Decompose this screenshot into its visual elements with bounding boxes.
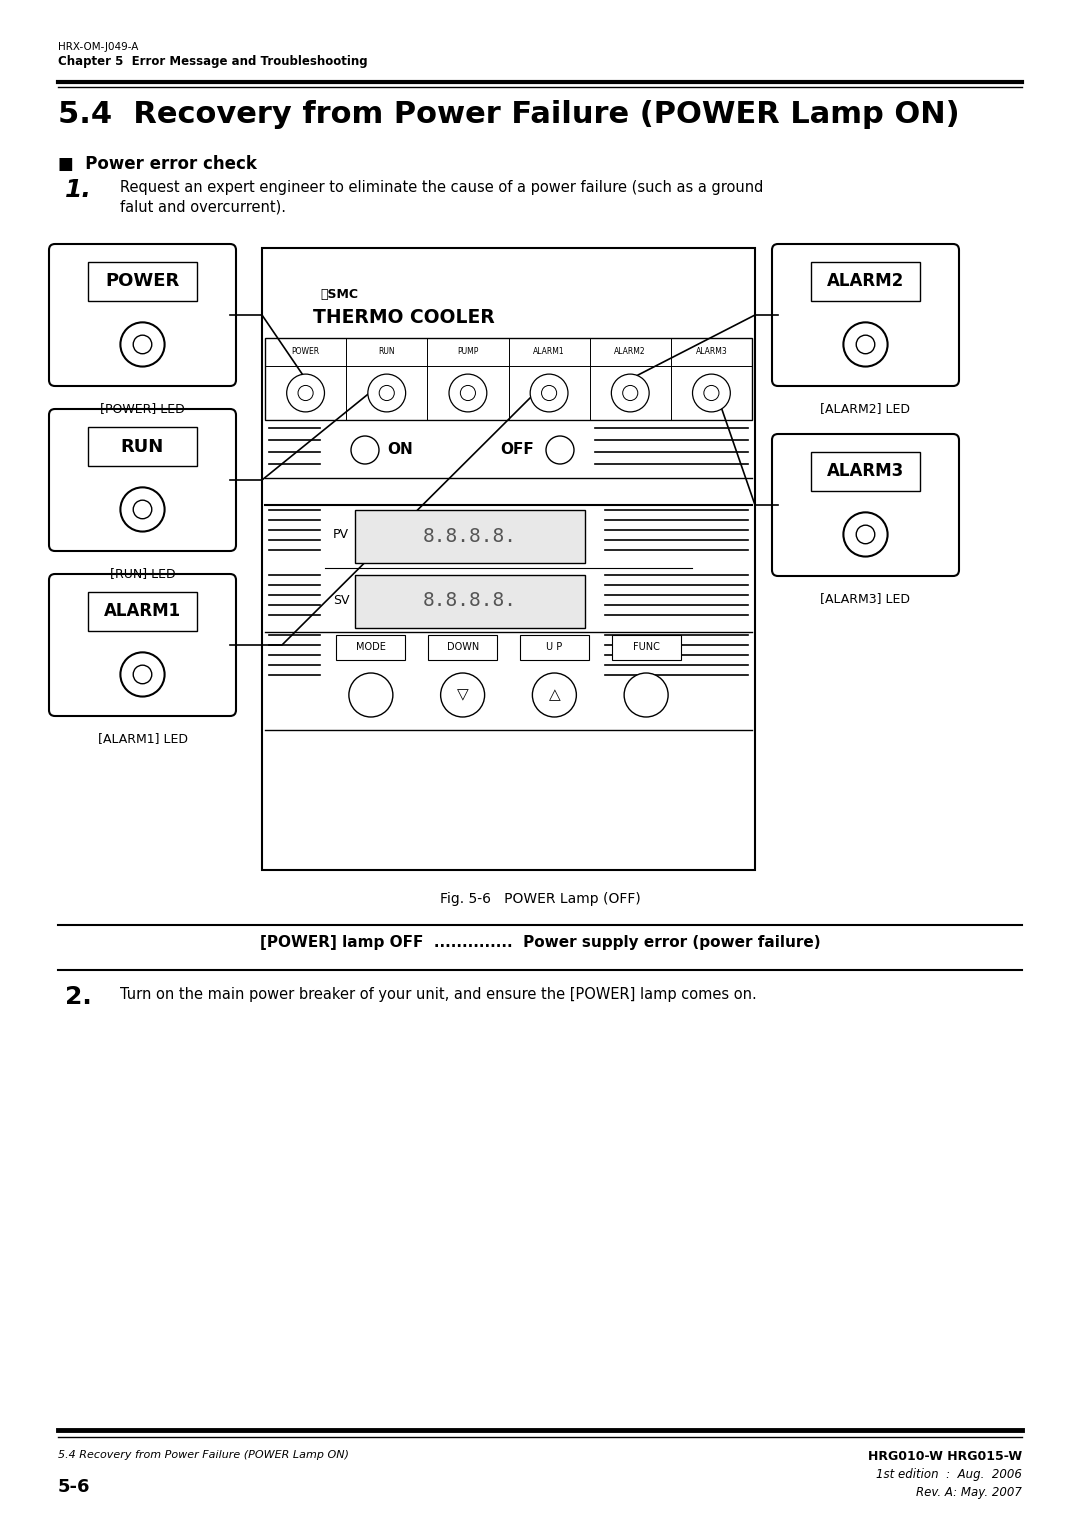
- Circle shape: [532, 673, 577, 718]
- Text: OFF: OFF: [500, 443, 534, 458]
- Circle shape: [298, 385, 313, 400]
- Text: HRX-OM-J049-A: HRX-OM-J049-A: [58, 43, 138, 52]
- Text: PV: PV: [333, 528, 349, 542]
- Circle shape: [379, 385, 394, 400]
- FancyBboxPatch shape: [265, 337, 752, 420]
- Circle shape: [623, 385, 638, 400]
- Circle shape: [692, 374, 730, 412]
- FancyBboxPatch shape: [811, 452, 920, 492]
- FancyBboxPatch shape: [49, 244, 237, 386]
- Circle shape: [704, 385, 719, 400]
- FancyBboxPatch shape: [355, 510, 585, 563]
- Text: [ALARM2] LED: [ALARM2] LED: [821, 402, 910, 415]
- Text: U P: U P: [546, 643, 563, 652]
- Circle shape: [546, 437, 573, 464]
- Circle shape: [120, 322, 164, 366]
- Text: [POWER] lamp OFF  ..............  Power supply error (power failure): [POWER] lamp OFF .............. Power su…: [259, 935, 821, 950]
- Text: 8.8.8.8.: 8.8.8.8.: [423, 527, 517, 545]
- Circle shape: [286, 374, 324, 412]
- FancyBboxPatch shape: [49, 574, 237, 716]
- FancyBboxPatch shape: [611, 635, 680, 660]
- Circle shape: [856, 525, 875, 544]
- FancyBboxPatch shape: [772, 434, 959, 576]
- Text: falut and overcurrent).: falut and overcurrent).: [120, 200, 286, 215]
- Text: ALARM3: ALARM3: [696, 348, 727, 356]
- Text: Turn on the main power breaker of your unit, and ensure the [POWER] lamp comes o: Turn on the main power breaker of your u…: [120, 986, 757, 1002]
- Text: ■  Power error check: ■ Power error check: [58, 156, 257, 173]
- Text: ALARM1: ALARM1: [534, 348, 565, 356]
- Text: ALARM2: ALARM2: [615, 348, 646, 356]
- Text: POWER: POWER: [292, 348, 320, 356]
- Text: [RUN] LED: [RUN] LED: [110, 567, 175, 580]
- Circle shape: [460, 385, 475, 400]
- FancyBboxPatch shape: [428, 635, 497, 660]
- Text: 2.: 2.: [65, 985, 92, 1009]
- Circle shape: [133, 666, 152, 684]
- Text: Chapter 5  Error Message and Troubleshooting: Chapter 5 Error Message and Troubleshoot…: [58, 55, 367, 69]
- FancyBboxPatch shape: [811, 263, 920, 301]
- FancyBboxPatch shape: [772, 244, 959, 386]
- FancyBboxPatch shape: [355, 576, 585, 628]
- Circle shape: [120, 652, 164, 696]
- Text: △: △: [549, 687, 561, 702]
- Text: FUNC: FUNC: [633, 643, 660, 652]
- Circle shape: [843, 513, 888, 556]
- Text: 8.8.8.8.: 8.8.8.8.: [423, 591, 517, 611]
- Text: MODE: MODE: [356, 643, 386, 652]
- Text: RUN: RUN: [378, 348, 395, 356]
- Text: PUMP: PUMP: [457, 348, 478, 356]
- Text: ON: ON: [387, 443, 413, 458]
- Text: 5.4  Recovery from Power Failure (POWER Lamp ON): 5.4 Recovery from Power Failure (POWER L…: [58, 99, 960, 128]
- FancyBboxPatch shape: [89, 428, 197, 466]
- Circle shape: [368, 374, 406, 412]
- Circle shape: [133, 501, 152, 519]
- FancyBboxPatch shape: [337, 635, 405, 660]
- Text: RUN: RUN: [121, 438, 164, 455]
- Circle shape: [856, 334, 875, 354]
- Circle shape: [541, 385, 556, 400]
- Circle shape: [843, 322, 888, 366]
- Text: DOWN: DOWN: [446, 643, 478, 652]
- FancyBboxPatch shape: [89, 592, 197, 631]
- FancyBboxPatch shape: [519, 635, 589, 660]
- FancyBboxPatch shape: [265, 421, 752, 478]
- FancyBboxPatch shape: [89, 263, 197, 301]
- Circle shape: [120, 487, 164, 531]
- Text: 5.4 Recovery from Power Failure (POWER Lamp ON): 5.4 Recovery from Power Failure (POWER L…: [58, 1451, 349, 1460]
- Text: Request an expert engineer to eliminate the cause of a power failure (such as a : Request an expert engineer to eliminate …: [120, 180, 764, 195]
- Text: [ALARM3] LED: [ALARM3] LED: [821, 592, 910, 605]
- Text: ⓈSMC: ⓈSMC: [320, 289, 357, 301]
- Circle shape: [624, 673, 669, 718]
- Text: ▽: ▽: [457, 687, 469, 702]
- Text: 1.: 1.: [65, 179, 92, 202]
- Circle shape: [351, 437, 379, 464]
- Text: ALARM2: ALARM2: [827, 272, 904, 290]
- Text: HRG010-W HRG015-W: HRG010-W HRG015-W: [868, 1451, 1022, 1463]
- Text: 5-6: 5-6: [58, 1478, 91, 1496]
- Circle shape: [611, 374, 649, 412]
- Text: [ALARM1] LED: [ALARM1] LED: [97, 731, 188, 745]
- Circle shape: [441, 673, 485, 718]
- Circle shape: [133, 334, 152, 354]
- Circle shape: [349, 673, 393, 718]
- Text: POWER: POWER: [106, 272, 179, 290]
- Text: ALARM3: ALARM3: [827, 463, 904, 481]
- Text: 1st edition  :  Aug.  2006: 1st edition : Aug. 2006: [876, 1467, 1022, 1481]
- FancyBboxPatch shape: [49, 409, 237, 551]
- Text: THERMO COOLER: THERMO COOLER: [313, 308, 495, 327]
- Circle shape: [530, 374, 568, 412]
- Text: SV: SV: [333, 594, 350, 606]
- Text: Rev. A: May. 2007: Rev. A: May. 2007: [916, 1486, 1022, 1500]
- Text: ALARM1: ALARM1: [104, 603, 181, 620]
- Text: [POWER] LED: [POWER] LED: [100, 402, 185, 415]
- Text: Fig. 5-6   POWER Lamp (OFF): Fig. 5-6 POWER Lamp (OFF): [440, 892, 640, 906]
- FancyBboxPatch shape: [262, 247, 755, 870]
- Circle shape: [449, 374, 487, 412]
